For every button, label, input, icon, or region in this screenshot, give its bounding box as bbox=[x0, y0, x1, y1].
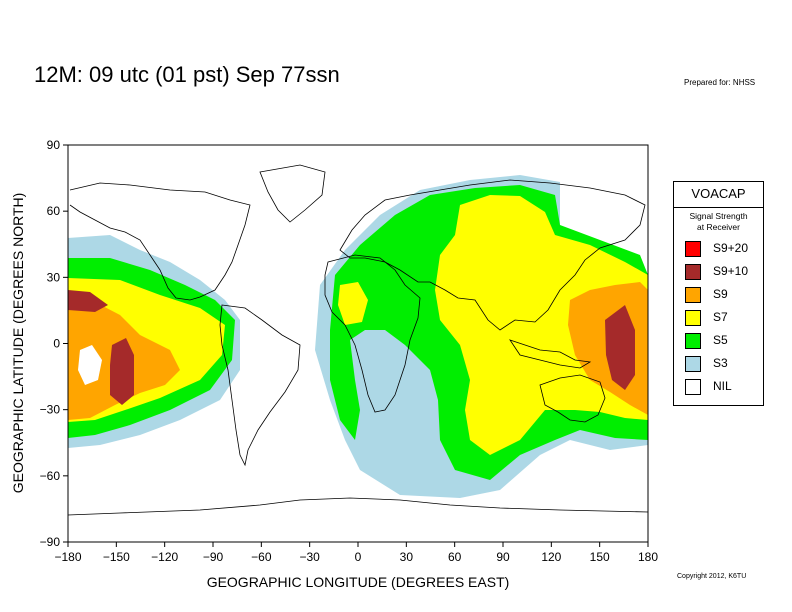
x-tick-label: 60 bbox=[448, 550, 462, 564]
map-title: 12M: 09 utc (01 pst) Sep 77ssn bbox=[34, 62, 340, 87]
x-tick-label: −90 bbox=[203, 550, 224, 564]
legend-label: S9+20 bbox=[713, 241, 749, 255]
x-tick-label: −150 bbox=[103, 550, 130, 564]
south-america-outline bbox=[219, 304, 301, 467]
x-tick-label: 120 bbox=[541, 550, 561, 564]
x-tick-label: 0 bbox=[355, 550, 362, 564]
indonesia-outline bbox=[509, 339, 592, 369]
signal-coverage-layer bbox=[68, 175, 648, 498]
legend-label: S7 bbox=[713, 310, 728, 324]
y-tick-label: 90 bbox=[47, 138, 61, 152]
signal-legend: VOACAP Signal Strength at Receiver S9+20… bbox=[673, 181, 764, 406]
y-tick-label: −30 bbox=[40, 403, 61, 417]
legend-label: S5 bbox=[713, 333, 728, 347]
coverage-s9plus10-region bbox=[68, 290, 108, 312]
coastline-layer bbox=[68, 164, 648, 516]
coverage-s9plus10-region bbox=[605, 305, 635, 390]
legend-subtitle: Signal Strength at Receiver bbox=[674, 208, 763, 233]
x-axis-ticks: −180 −150 −120 −90 −60 −30 0 30 60 90 120 150 180 bbox=[54, 542, 658, 564]
australia-outline bbox=[539, 374, 606, 423]
x-tick-label: −180 bbox=[54, 550, 81, 564]
legend-subtitle-line2: at Receiver bbox=[697, 222, 740, 232]
x-tick-label: −60 bbox=[251, 550, 272, 564]
legend-label: S3 bbox=[713, 356, 728, 370]
legend-swatch bbox=[685, 333, 701, 349]
x-tick-label: 180 bbox=[638, 550, 658, 564]
x-axis-title: GEOGRAPHIC LONGITUDE (DEGREES EAST) bbox=[207, 574, 510, 590]
africa-outline bbox=[324, 254, 421, 413]
x-tick-label: 90 bbox=[496, 550, 510, 564]
legend-swatch bbox=[685, 287, 701, 303]
copyright-note: Copyright 2012, K6TU bbox=[677, 573, 747, 580]
coverage-s9plus10-region bbox=[110, 338, 134, 405]
x-tick-label: −30 bbox=[299, 550, 320, 564]
coverage-s7-region bbox=[338, 282, 368, 325]
legend-label: S9 bbox=[713, 287, 728, 301]
y-axis-ticks: 90 60 30 0 −30 −60 −90 bbox=[40, 138, 68, 549]
x-tick-label: 30 bbox=[400, 550, 414, 564]
legend-swatch bbox=[685, 264, 701, 280]
legend-swatch bbox=[685, 310, 701, 326]
legend-label: S9+10 bbox=[713, 264, 749, 278]
legend-swatch bbox=[685, 356, 701, 372]
legend-subtitle-line1: Signal Strength bbox=[689, 211, 748, 221]
legend-label: NIL bbox=[713, 379, 732, 393]
legend-swatch bbox=[685, 241, 701, 257]
y-tick-label: 30 bbox=[47, 270, 61, 284]
y-tick-label: −60 bbox=[40, 469, 61, 483]
y-tick-label: 60 bbox=[47, 204, 61, 218]
eurasia-outline bbox=[339, 179, 646, 331]
north-america-outline bbox=[69, 182, 251, 301]
x-tick-label: 150 bbox=[590, 550, 610, 564]
y-axis-title: GEOGRAPHIC LATITUDE (DEGREES NORTH) bbox=[10, 193, 26, 494]
y-tick-label: −90 bbox=[40, 535, 61, 549]
x-tick-label: −120 bbox=[151, 550, 178, 564]
prepared-for-note: Prepared for: NHSS bbox=[684, 78, 756, 87]
legend-title: VOACAP bbox=[674, 182, 763, 208]
coverage-nil-region bbox=[78, 345, 102, 385]
y-tick-label: 0 bbox=[53, 337, 60, 351]
coverage-s7-region bbox=[435, 195, 648, 455]
legend-swatch bbox=[685, 379, 701, 395]
greenland-outline bbox=[259, 164, 326, 223]
antarctica-outline bbox=[68, 497, 648, 516]
